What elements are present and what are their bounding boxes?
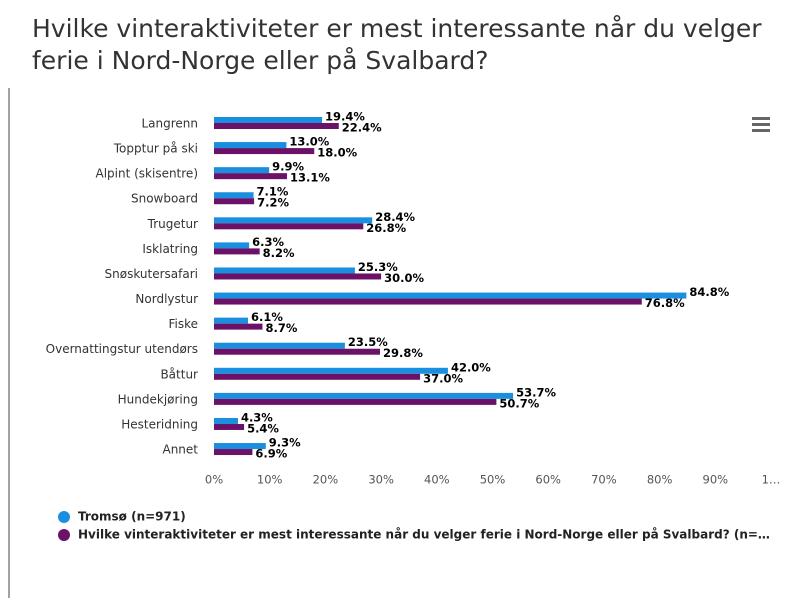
data-label: 6.3% xyxy=(252,235,284,249)
data-label: 13.1% xyxy=(290,171,330,185)
bar xyxy=(214,348,380,355)
bar xyxy=(214,223,364,230)
data-label: 76.8% xyxy=(645,296,685,310)
data-label: 9.3% xyxy=(269,436,301,450)
bar xyxy=(214,173,287,180)
category-label: Fiske xyxy=(168,317,198,331)
x-tick-label: 10% xyxy=(257,473,283,487)
bar xyxy=(214,423,245,430)
bar xyxy=(214,342,345,349)
data-label: 29.8% xyxy=(383,346,423,360)
x-tick-label: 20% xyxy=(313,473,339,487)
bar xyxy=(214,417,238,424)
title-line: ferie i Nord-Norge eller på Svalbard? xyxy=(32,46,489,75)
x-tick-label: 50% xyxy=(480,473,506,487)
x-tick-label: 0% xyxy=(205,473,223,487)
data-label: 6.1% xyxy=(251,310,283,324)
legend-marker xyxy=(58,529,70,541)
bar xyxy=(214,443,266,450)
data-label: 19.4% xyxy=(325,110,365,124)
menu-bar xyxy=(752,117,770,120)
category-label: Langrenn xyxy=(141,117,198,131)
bar xyxy=(214,217,373,224)
category-label: Alpint (skisentre) xyxy=(95,167,198,181)
data-label: 18.0% xyxy=(317,146,357,160)
x-tick-label: 60% xyxy=(535,473,561,487)
bar xyxy=(214,392,514,399)
bar xyxy=(214,267,355,274)
category-label: Topptur på ski xyxy=(113,142,198,156)
menu-icon[interactable] xyxy=(752,117,770,132)
x-tick-label: 40% xyxy=(424,473,450,487)
bar xyxy=(214,192,254,199)
data-label: 7.1% xyxy=(257,185,289,199)
bar xyxy=(214,298,642,305)
menu-bar xyxy=(752,129,770,132)
legend-label: Tromsø (n=971) xyxy=(78,510,186,524)
category-label: Snøskutersafari xyxy=(105,267,198,281)
chart-title: Hvilke vinteraktiviteter er mest interes… xyxy=(32,14,762,75)
data-label: 8.7% xyxy=(265,321,297,335)
data-label: 6.9% xyxy=(255,447,287,461)
data-label: 25.3% xyxy=(358,260,398,274)
x-tick-label: 80% xyxy=(647,473,673,487)
bar xyxy=(214,273,382,280)
data-label: 28.4% xyxy=(375,210,415,224)
bar xyxy=(214,449,253,456)
bar xyxy=(214,373,421,380)
category-label: Overnattingstur utendørs xyxy=(46,342,198,356)
category-label: Snowboard xyxy=(131,192,198,206)
bar xyxy=(214,248,260,255)
data-label: 23.5% xyxy=(348,335,388,349)
bar xyxy=(214,398,497,405)
bar xyxy=(214,242,250,249)
bar xyxy=(214,367,448,374)
menu-bar xyxy=(752,123,770,126)
bar xyxy=(214,198,255,205)
data-label: 4.3% xyxy=(241,410,273,424)
bar xyxy=(214,292,687,299)
data-label: 7.2% xyxy=(257,196,289,210)
bar xyxy=(214,167,270,174)
data-label: 37.0% xyxy=(423,371,463,385)
category-label: Båttur xyxy=(160,367,198,381)
category-label: Trugetur xyxy=(147,217,198,231)
bar xyxy=(214,123,339,129)
category-label: Isklatring xyxy=(142,242,198,256)
x-tick-label: 70% xyxy=(591,473,617,487)
category-label: Hundekjøring xyxy=(118,392,198,406)
x-tick-label: 1… xyxy=(762,473,781,487)
data-label: 9.9% xyxy=(272,160,304,174)
data-label: 84.8% xyxy=(689,285,729,299)
title-line: Hvilke vinteraktiviteter er mest interes… xyxy=(32,14,762,43)
legend-marker xyxy=(58,511,70,523)
data-label: 53.7% xyxy=(516,385,556,399)
x-tick-label: 30% xyxy=(368,473,394,487)
data-label: 30.0% xyxy=(384,271,424,285)
data-label: 13.0% xyxy=(289,135,329,149)
bar xyxy=(214,117,323,123)
bar xyxy=(214,148,315,155)
data-label: 26.8% xyxy=(366,221,406,235)
data-label: 5.4% xyxy=(247,421,279,435)
legend-label: Hvilke vinteraktiviteter er mest interes… xyxy=(78,528,770,542)
data-label: 42.0% xyxy=(451,360,491,374)
category-label: Annet xyxy=(162,443,198,457)
data-label: 22.4% xyxy=(342,121,382,135)
category-label: Hesteridning xyxy=(121,417,198,431)
data-label: 8.2% xyxy=(263,246,295,260)
bar xyxy=(214,142,287,149)
category-label: Nordlystur xyxy=(135,292,198,306)
bar xyxy=(214,323,263,330)
x-tick-label: 90% xyxy=(703,473,729,487)
bar xyxy=(214,317,248,324)
data-label: 50.7% xyxy=(499,396,539,410)
